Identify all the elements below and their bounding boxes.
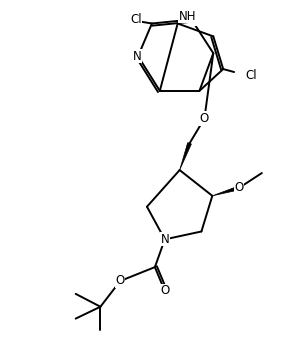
Text: O: O (160, 284, 169, 297)
Text: O: O (235, 181, 244, 194)
Polygon shape (180, 143, 191, 170)
Text: N: N (133, 50, 142, 63)
Text: O: O (116, 274, 125, 287)
Text: NH: NH (179, 10, 196, 23)
Text: N: N (160, 233, 169, 246)
Text: N: N (188, 12, 197, 25)
Text: Cl: Cl (130, 13, 142, 26)
Polygon shape (212, 186, 240, 196)
Text: Cl: Cl (245, 69, 257, 81)
Text: O: O (200, 112, 209, 125)
